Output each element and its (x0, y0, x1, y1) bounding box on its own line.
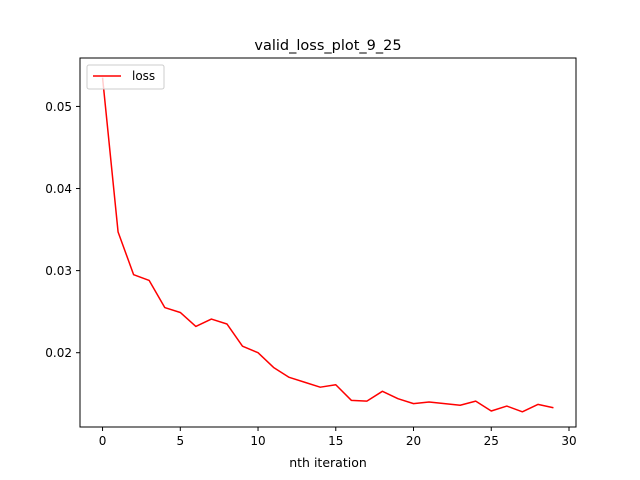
y-tick-label: 0.05 (45, 100, 72, 114)
x-tick-label: 0 (99, 434, 107, 448)
x-tick-label: 30 (561, 434, 576, 448)
y-tick-label: 0.03 (45, 264, 72, 278)
x-tick-label: 20 (406, 434, 421, 448)
legend[interactable]: loss (86, 64, 165, 90)
plot-layer (101, 77, 554, 413)
x-tick-label: 15 (328, 434, 343, 448)
y-tick-label: 0.04 (45, 182, 72, 196)
series-line-loss (101, 77, 554, 413)
x-axis-label: nth iteration (289, 455, 367, 470)
legend-label: loss (132, 69, 155, 83)
y-tick-label: 0.02 (45, 346, 72, 360)
x-tick-label: 10 (250, 434, 265, 448)
legend-box (86, 64, 165, 90)
plot-frame (79, 57, 577, 428)
x-tick-label: 5 (176, 434, 184, 448)
chart-title: valid_loss_plot_9_25 (254, 38, 401, 54)
x-tick-label: 25 (484, 434, 499, 448)
axis-layer: 0 5 10 15 20 25 30 0.02 0.03 0.04 0.05 (45, 100, 576, 448)
